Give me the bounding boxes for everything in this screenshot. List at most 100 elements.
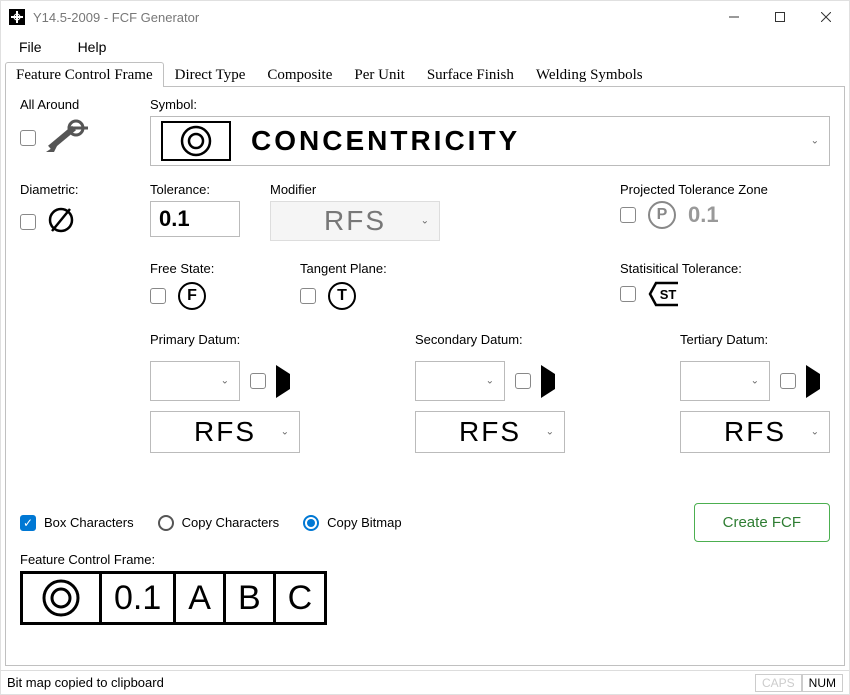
box-characters-label: Box Characters [44,515,134,530]
create-fcf-button[interactable]: Create FCF [694,503,830,542]
tab-panel-fcf: All Around Symbol: [5,86,845,666]
tolerance-input[interactable]: 0.1 [150,201,240,237]
app-icon [9,9,25,25]
statistical-tolerance-icon: ST [648,282,678,306]
menu-file[interactable]: File [11,35,50,59]
menu-help[interactable]: Help [70,35,115,59]
menubar: File Help [1,33,849,61]
primary-datum-group: Primary Datum: ⌄ RFS ⌄ [150,332,300,453]
copy-bitmap-option[interactable]: Copy Bitmap [303,515,401,531]
all-around-label: All Around [20,97,140,112]
freestate-label: Free State: [150,261,290,276]
tab-surface[interactable]: Surface Finish [416,62,525,87]
minimize-button[interactable] [711,1,757,33]
svg-text:ST: ST [660,287,677,302]
play-icon[interactable] [541,374,555,389]
symbol-dropdown[interactable]: CONCENTRICITY ⌄ [150,116,830,166]
tab-welding[interactable]: Welding Symbols [525,62,654,87]
copy-bitmap-radio[interactable] [303,515,319,531]
stattol-group: Statisitical Tolerance: ST [620,261,830,310]
tertiary-datum-label: Tertiary Datum: [680,332,830,347]
symbol-group: Symbol: CONCENTRICITY ⌄ [150,97,830,166]
tangent-group: Tangent Plane: T [300,261,460,310]
chevron-down-icon: ⌄ [281,427,289,438]
primary-datum-modifier[interactable]: RFS ⌄ [150,411,300,453]
freestate-group: Free State: F [150,261,290,310]
chevron-down-icon: ⌄ [546,427,554,438]
tertiary-datum-checkbox[interactable] [780,373,796,389]
tangent-checkbox[interactable] [300,288,316,304]
copy-bitmap-label: Copy Bitmap [327,515,401,530]
app-window: Y14.5-2009 - FCF Generator File Help Fea… [0,0,850,695]
concentricity-icon [161,121,231,161]
tab-perunit[interactable]: Per Unit [343,62,415,87]
diametric-label: Diametric: [20,182,140,197]
secondary-datum-checkbox[interactable] [515,373,531,389]
tertiary-datum-group: Tertiary Datum: ⌄ RFS ⌄ [680,332,830,453]
tab-direct[interactable]: Direct Type [164,62,257,87]
diameter-icon [46,205,76,238]
chevron-down-icon: ⌄ [811,427,819,438]
titlebar: Y14.5-2009 - FCF Generator [1,1,849,33]
play-icon[interactable] [806,374,820,389]
tertiary-datum-select[interactable]: ⌄ [680,361,770,401]
ptz-checkbox[interactable] [620,207,636,223]
primary-datum-label: Primary Datum: [150,332,300,347]
all-around-checkbox[interactable] [20,130,36,146]
tab-strip: Feature Control Frame Direct Type Compos… [1,61,849,86]
close-button[interactable] [803,1,849,33]
tab-composite[interactable]: Composite [256,62,343,87]
all-around-group: All Around [20,97,140,166]
copy-characters-option[interactable]: Copy Characters [158,515,280,531]
tolerance-label: Tolerance: [150,182,260,197]
chevron-down-icon: ⌄ [221,376,229,387]
box-characters-option[interactable]: Box Characters [20,515,134,531]
fcf-output-group: Feature Control Frame: 0.1 A B C [20,552,830,625]
diametric-checkbox[interactable] [20,214,36,230]
modifier-group: Modifier RFS ⌄ [270,182,450,241]
freestate-checkbox[interactable] [150,288,166,304]
ptz-value: 0.1 [688,202,719,228]
window-controls [711,1,849,33]
symbol-value: CONCENTRICITY [251,125,520,157]
ptz-group: Projected Tolerance Zone P 0.1 [620,182,830,241]
diametric-group: Diametric: [20,182,140,241]
tangent-label: Tangent Plane: [300,261,460,276]
statusbar: Bit map copied to clipboard CAPS NUM [1,670,849,694]
caps-indicator: CAPS [755,674,802,692]
fcf-datum-b-cell: B [226,574,276,622]
secondary-datum-select[interactable]: ⌄ [415,361,505,401]
stattol-label: Statisitical Tolerance: [620,261,830,276]
modifier-value: RFS [324,205,386,237]
copy-characters-radio[interactable] [158,515,174,531]
symbol-label: Symbol: [150,97,830,112]
maximize-button[interactable] [757,1,803,33]
tolerance-group: Tolerance: 0.1 [150,182,260,241]
tab-fcf[interactable]: Feature Control Frame [5,62,164,87]
window-title: Y14.5-2009 - FCF Generator [33,10,711,25]
free-state-icon: F [178,282,206,310]
primary-datum-checkbox[interactable] [250,373,266,389]
secondary-datum-group: Secondary Datum: ⌄ RFS ⌄ [415,332,565,453]
chevron-down-icon: ⌄ [486,376,494,387]
all-around-icon [44,118,90,157]
tertiary-datum-modifier[interactable]: RFS ⌄ [680,411,830,453]
play-icon[interactable] [276,374,290,389]
projected-icon: P [648,201,676,229]
primary-datum-select[interactable]: ⌄ [150,361,240,401]
secondary-datum-label: Secondary Datum: [415,332,565,347]
fcf-output-label: Feature Control Frame: [20,552,830,567]
tolerance-value: 0.1 [159,206,190,232]
fcf-datum-a-cell: A [176,574,226,622]
chevron-down-icon: ⌄ [421,216,429,227]
stattol-checkbox[interactable] [620,286,636,302]
modifier-dropdown[interactable]: RFS ⌄ [270,201,440,241]
box-characters-checkbox[interactable] [20,515,36,531]
chevron-down-icon: ⌄ [811,136,819,147]
ptz-label: Projected Tolerance Zone [620,182,830,197]
fcf-tolerance-cell: 0.1 [102,574,176,622]
secondary-datum-modifier[interactable]: RFS ⌄ [415,411,565,453]
fcf-symbol-cell [23,574,102,622]
status-message: Bit map copied to clipboard [7,675,164,690]
copy-characters-label: Copy Characters [182,515,280,530]
